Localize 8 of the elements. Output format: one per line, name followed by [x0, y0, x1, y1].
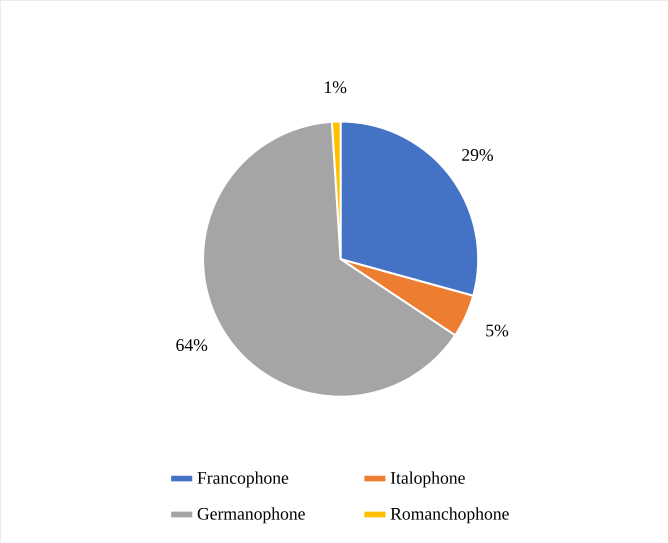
data-label: 1%: [324, 81, 346, 94]
legend-label: Germanophone: [198, 508, 305, 524]
legend-label: Italophone: [390, 472, 465, 488]
data-label: 29%: [462, 149, 493, 162]
legend-label: Francophone: [197, 472, 288, 488]
legend-label: Romanchophone: [390, 508, 509, 524]
data-label: 5%: [486, 324, 508, 337]
data-label: 64%: [176, 339, 208, 352]
